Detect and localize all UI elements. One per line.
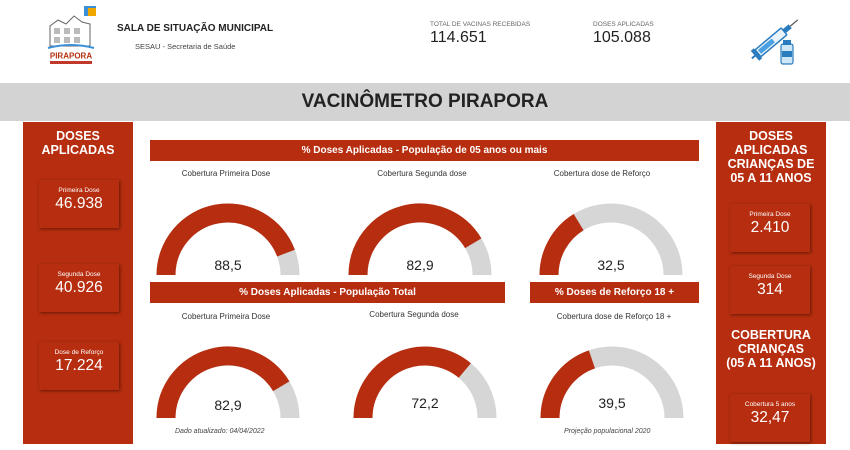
syringe-vaccine-icon <box>745 10 805 68</box>
pirapora-logo: PIRAPORA <box>44 6 98 68</box>
kpi-doses-applied: DOSES APLICADAS 105.088 <box>593 21 654 47</box>
gauge-reforco-18 <box>537 342 687 422</box>
card-value: 2.410 <box>750 219 790 236</box>
gauge-label: Cobertura Primeira Dose <box>181 312 271 321</box>
gauge-svg <box>348 203 492 276</box>
kpi-label: DOSES APLICADAS <box>593 21 654 28</box>
svg-text:PIRAPORA: PIRAPORA <box>50 52 92 61</box>
title-banner: VACINÔMETRO PIRAPORA <box>0 83 850 121</box>
card-criancas-segunda-dose: Segunda Dose 314 <box>730 266 810 314</box>
card-primeira-dose: Primeira Dose 46.938 <box>39 180 119 228</box>
card-label: Primeira Dose <box>749 211 791 218</box>
org-subtitle: SESAU - Secretaria de Saúde <box>135 42 236 51</box>
gauge-fill <box>539 214 584 276</box>
card-label: Dose de Reforço <box>54 349 104 356</box>
left-panel-title-line: APLICADAS <box>41 143 115 157</box>
card-value: 32,47 <box>750 409 790 426</box>
gauge-cobertura-segunda-dose <box>345 199 495 279</box>
gauge-value: 39,5 <box>598 395 626 411</box>
kpi-value: 105.088 <box>593 29 651 46</box>
gauge-label: Cobertura dose de Reforço <box>553 169 651 178</box>
section3-title: % Doses de Reforço 18 + <box>554 287 675 298</box>
gauge-label: Cobertura Segunda dose <box>377 169 467 178</box>
right-panel-title-line: 05 A 11 ANOS <box>730 171 812 185</box>
page-title: VACINÔMETRO PIRAPORA <box>301 91 549 112</box>
gauge-fill <box>540 350 596 419</box>
section1-header: % Doses Aplicadas - População de 05 anos… <box>150 140 699 161</box>
gauge-fill <box>353 346 471 419</box>
kpi-label: TOTAL DE VACINAS RECEBIDAS <box>430 21 531 28</box>
card-label: Cobertura 5 anos <box>744 401 796 408</box>
card-segunda-dose: Segunda Dose 40.926 <box>39 264 119 312</box>
coverage-title-line: (05 A 11 ANOS) <box>726 356 816 370</box>
org-block: SALA DE SITUAÇÃO MUNICIPAL SESAU - Secre… <box>117 23 273 51</box>
projection-note: Projeção populacional 2020 <box>564 428 651 435</box>
gauge-value: 82,9 <box>406 257 434 273</box>
gauge-svg <box>539 203 683 276</box>
card-criancas-primeira-dose: Primeira Dose 2.410 <box>730 204 810 252</box>
gauge-value: 88,5 <box>214 257 242 273</box>
kpi-value: 114.651 <box>430 29 487 46</box>
gauge-cobertura-primeira-dose <box>153 199 303 279</box>
right-panel-title-line: DOSES <box>749 129 793 143</box>
gauge-value: 72,2 <box>411 395 439 411</box>
card-cobertura-5-anos: Cobertura 5 anos 32,47 <box>730 394 810 442</box>
card-value: 46.938 <box>55 195 103 212</box>
section3-header: % Doses de Reforço 18 + <box>530 282 699 303</box>
right-panel-title-line: CRIANÇAS DE <box>727 157 815 171</box>
gauge-fill <box>348 203 482 276</box>
right-panel-criancas: DOSES APLICADAS CRIANÇAS DE 05 A 11 ANOS… <box>716 122 826 444</box>
gauge-total-primeira-dose <box>153 342 303 422</box>
left-panel-title: DOSES APLICADAS <box>23 129 133 157</box>
gauge-total-segunda-dose <box>350 342 500 422</box>
gauges-area: % Doses Aplicadas - População de 05 anos… <box>133 122 716 444</box>
section2-title: % Doses Aplicadas - População Total <box>239 287 416 298</box>
right-panel-title-line: APLICADAS <box>734 143 808 157</box>
card-value: 314 <box>757 281 783 298</box>
coverage-title-line: CRIANÇAS <box>738 342 804 356</box>
card-value: 40.926 <box>55 279 103 296</box>
left-panel-title-line: DOSES <box>56 129 100 143</box>
gauge-svg <box>156 203 300 276</box>
gauge-label: Cobertura Primeira Dose <box>181 169 271 178</box>
section2-header: % Doses Aplicadas - População Total <box>150 282 505 303</box>
gauge-value: 82,9 <box>214 397 242 413</box>
gauge-label: Cobertura dose de Reforço 18 + <box>556 312 672 321</box>
left-panel-doses-aplicadas: DOSES APLICADAS Primeira Dose 46.938 Seg… <box>23 122 133 444</box>
org-title: SALA DE SITUAÇÃO MUNICIPAL <box>117 23 274 34</box>
section1-title: % Doses Aplicadas - População de 05 anos… <box>301 145 548 156</box>
card-dose-reforco: Dose de Reforço 17.224 <box>39 342 119 390</box>
right-panel-title: DOSES APLICADAS CRIANÇAS DE 05 A 11 ANOS <box>716 129 826 185</box>
gauge-svg <box>353 346 497 419</box>
kpi-vaccines-received: TOTAL DE VACINAS RECEBIDAS 114.651 <box>430 21 530 47</box>
coverage-title: COBERTURA CRIANÇAS (05 A 11 ANOS) <box>716 328 826 370</box>
updated-note: Dado atualizado: 04/04/2022 <box>175 428 265 435</box>
card-label: Segunda Dose <box>748 273 792 280</box>
gauge-fill <box>156 346 290 419</box>
header: PIRAPORA SALA DE SITUAÇÃO MUNICIPAL SESA… <box>0 0 850 80</box>
gauge-svg <box>156 346 300 419</box>
coverage-title-line: COBERTURA <box>731 328 811 342</box>
gauge-cobertura-reforco <box>536 199 686 279</box>
card-label: Segunda Dose <box>57 271 101 278</box>
gauge-fill <box>156 203 295 276</box>
gauge-svg <box>540 346 684 419</box>
gauge-label: Cobertura Segunda dose <box>369 310 459 319</box>
gauge-value: 32,5 <box>597 257 625 273</box>
card-label: Primeira Dose <box>58 187 100 194</box>
card-value: 17.224 <box>55 357 103 374</box>
